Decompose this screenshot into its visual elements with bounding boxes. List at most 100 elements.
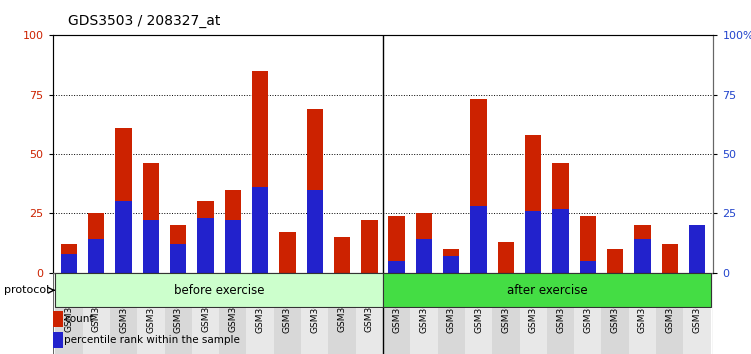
Bar (552, 209, 569, 273)
Bar (279, 232, 296, 273)
Bar (575, 273, 602, 354)
Bar (53, 332, 63, 348)
Text: GDS3503 / 208327_at: GDS3503 / 208327_at (68, 14, 220, 28)
Bar (88, 213, 104, 273)
Bar (110, 273, 137, 354)
Bar (56, 273, 383, 307)
Text: GSM306083: GSM306083 (665, 278, 674, 332)
Text: GSM306068: GSM306068 (146, 278, 155, 332)
Text: GSM306067: GSM306067 (447, 278, 456, 332)
Text: protocol: protocol (4, 285, 49, 295)
Text: count: count (65, 314, 94, 324)
Bar (116, 201, 131, 273)
Text: percentile rank within the sample: percentile rank within the sample (65, 335, 240, 345)
Bar (683, 273, 710, 354)
Bar (53, 311, 63, 327)
Bar (252, 187, 268, 273)
Text: GSM306080: GSM306080 (310, 278, 319, 332)
Bar (443, 249, 460, 273)
Bar (416, 239, 432, 273)
Bar (225, 190, 241, 273)
Text: GSM306084: GSM306084 (365, 278, 374, 332)
Bar (388, 261, 405, 273)
Bar (525, 211, 541, 273)
Bar (170, 225, 186, 273)
Bar (246, 273, 274, 354)
Bar (219, 273, 246, 354)
Bar (143, 164, 159, 273)
Bar (689, 225, 705, 273)
Bar (61, 244, 77, 273)
Text: GSM306075: GSM306075 (556, 278, 565, 332)
Text: GSM306069: GSM306069 (474, 278, 483, 332)
Text: GSM306078: GSM306078 (283, 278, 292, 332)
Bar (635, 225, 650, 273)
Bar (137, 273, 164, 354)
Text: GSM306071: GSM306071 (502, 278, 511, 332)
Bar (438, 273, 465, 354)
Text: GSM306072: GSM306072 (201, 278, 210, 332)
Bar (410, 273, 438, 354)
Bar (416, 213, 432, 273)
Bar (225, 221, 241, 273)
Bar (580, 216, 596, 273)
Text: GSM306076: GSM306076 (255, 278, 264, 332)
Text: GSM306073: GSM306073 (529, 278, 538, 332)
Bar (383, 273, 710, 307)
Bar (656, 273, 683, 354)
Bar (356, 273, 383, 354)
Bar (492, 273, 520, 354)
Bar (61, 253, 77, 273)
Bar (88, 239, 104, 273)
Text: before exercise: before exercise (174, 284, 264, 297)
Bar (689, 228, 705, 273)
Bar (607, 249, 623, 273)
Text: GSM306081: GSM306081 (638, 278, 647, 332)
Bar (334, 237, 350, 273)
Bar (383, 273, 410, 354)
Bar (470, 206, 487, 273)
Bar (328, 273, 356, 354)
Text: GSM306063: GSM306063 (392, 278, 401, 332)
Bar (662, 244, 678, 273)
Bar (525, 135, 541, 273)
Bar (552, 164, 569, 273)
Bar (198, 201, 214, 273)
Bar (192, 273, 219, 354)
Text: GSM306065: GSM306065 (420, 278, 429, 332)
Bar (498, 242, 514, 273)
Text: GSM306064: GSM306064 (92, 278, 101, 332)
Bar (164, 273, 192, 354)
Bar (170, 244, 186, 273)
Bar (465, 273, 492, 354)
Bar (547, 273, 575, 354)
Text: GSM306062: GSM306062 (65, 278, 74, 332)
Bar (143, 221, 159, 273)
Text: GSM306070: GSM306070 (173, 278, 182, 332)
Bar (301, 273, 328, 354)
Bar (116, 128, 131, 273)
Bar (629, 273, 656, 354)
Text: GSM306074: GSM306074 (228, 278, 237, 332)
Text: GSM306085: GSM306085 (692, 278, 701, 332)
Bar (388, 216, 405, 273)
Text: GSM306077: GSM306077 (584, 278, 593, 332)
Bar (635, 239, 650, 273)
Bar (306, 109, 323, 273)
Bar (361, 221, 378, 273)
Text: GSM306066: GSM306066 (119, 278, 128, 332)
Bar (443, 256, 460, 273)
Text: GSM306079: GSM306079 (611, 278, 620, 332)
Bar (252, 71, 268, 273)
Bar (56, 273, 83, 354)
Bar (580, 261, 596, 273)
Bar (470, 99, 487, 273)
Bar (274, 273, 301, 354)
Bar (602, 273, 629, 354)
Text: GSM306082: GSM306082 (337, 278, 346, 332)
Bar (198, 218, 214, 273)
Bar (520, 273, 547, 354)
Bar (306, 190, 323, 273)
Bar (83, 273, 110, 354)
Text: after exercise: after exercise (507, 284, 587, 297)
